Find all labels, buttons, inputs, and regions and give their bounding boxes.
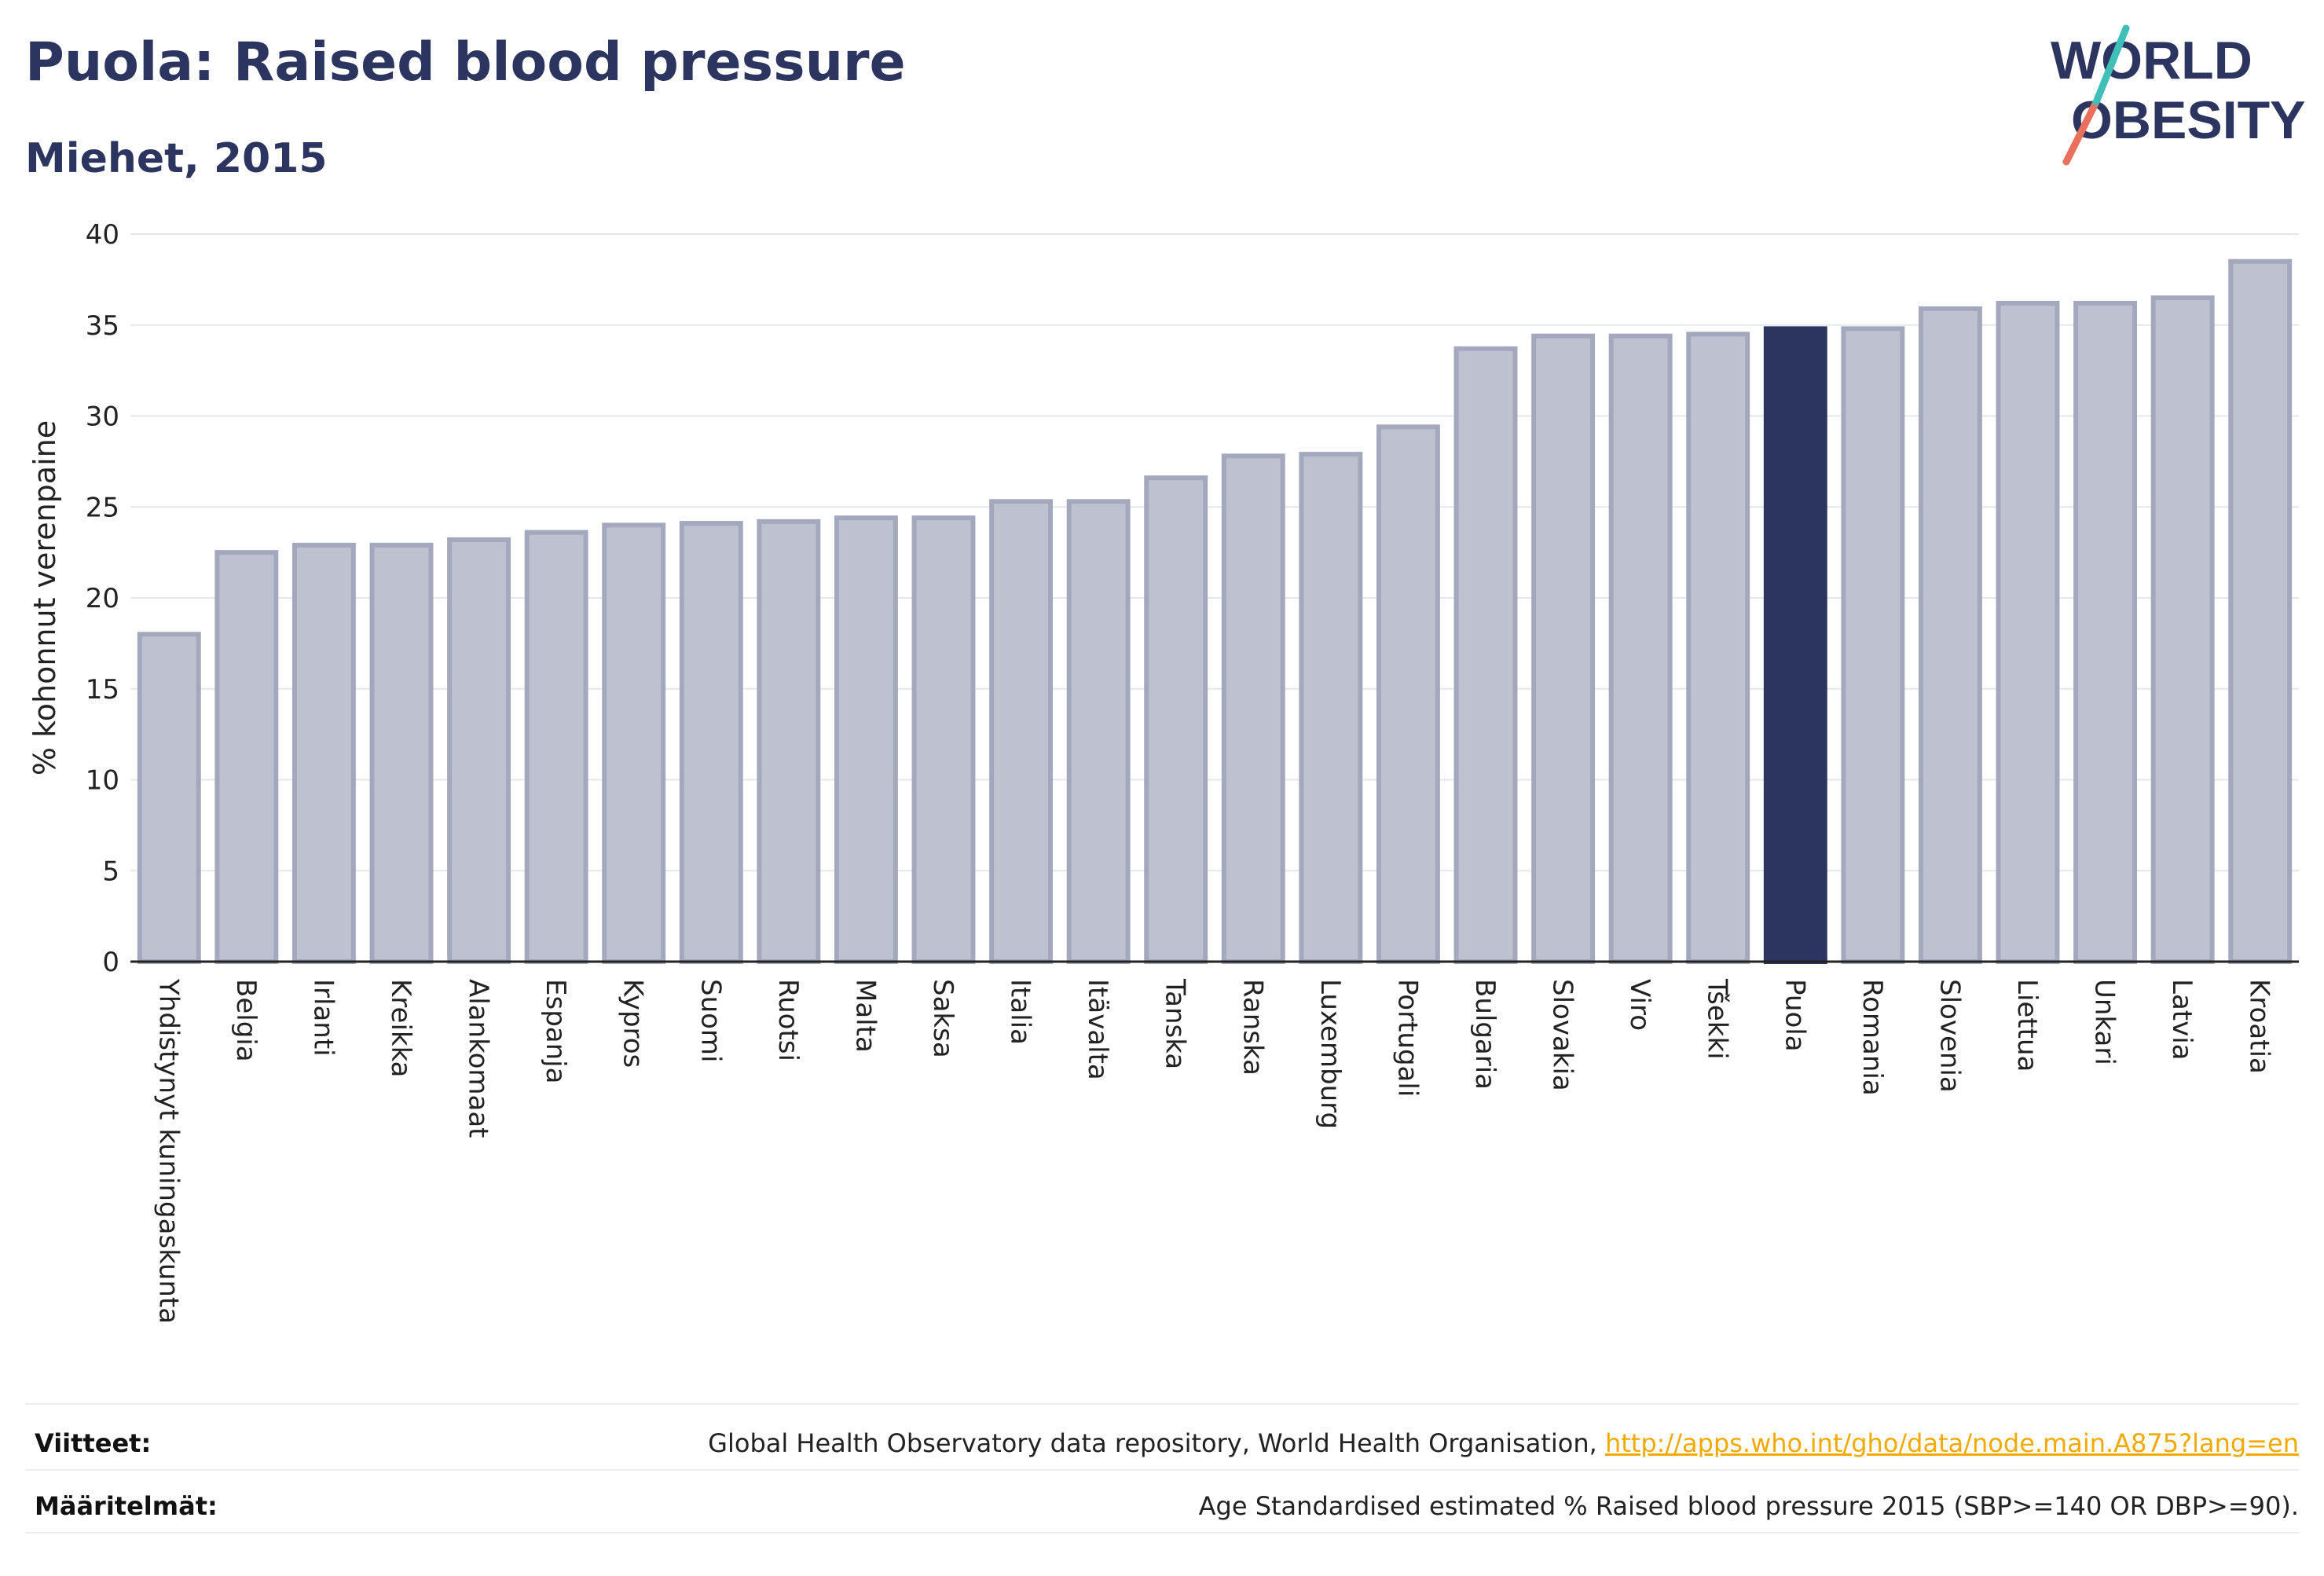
x-tick-label: Suomi — [695, 979, 726, 1063]
bar-suomi — [679, 521, 743, 964]
bar-romania — [1841, 326, 1905, 964]
x-tick-label: Kroatia — [2244, 979, 2275, 1074]
x-tick-label: Kreikka — [385, 979, 416, 1078]
x-tick-label: Luxemburg — [1314, 979, 1346, 1129]
x-tick-label: Kypros — [618, 979, 649, 1068]
bar-unkari — [2073, 300, 2138, 965]
x-tick-label: Espanja — [540, 979, 571, 1083]
y-tick-label: 10 — [86, 765, 119, 797]
x-tick-label: Slovenia — [1934, 979, 1965, 1093]
x-tick-label: Puola — [1779, 979, 1810, 1052]
footer-divider-middle — [25, 1469, 2299, 1471]
x-tick-label: Bulgaria — [1469, 979, 1501, 1090]
chart-title: Puola: Raised blood pressure — [25, 31, 906, 93]
logo-slash-teal — [2092, 24, 2130, 106]
bar-puola — [1763, 326, 1827, 964]
bar-liettua — [1996, 300, 2060, 965]
x-tick-label: Latvia — [2166, 979, 2198, 1061]
bar-kroatia — [2228, 258, 2293, 965]
definitions-text: Age Standardised estimated % Raised bloo… — [1198, 1491, 2299, 1521]
y-tick-label: 40 — [86, 219, 119, 251]
x-tick-label: Alankomaat — [463, 979, 494, 1138]
references-source: Global Health Observatory data repositor… — [708, 1428, 1605, 1458]
x-tick-label: Itävalta — [1082, 979, 1113, 1080]
x-tick-label: Yhdistynyt kuningaskunta — [152, 978, 184, 1324]
x-tick-label: Irlanti — [307, 979, 339, 1057]
x-tick-label: Unkari — [2089, 979, 2121, 1065]
bar-kreikka — [369, 542, 434, 964]
bar-belgia — [214, 550, 279, 964]
y-axis-label: % kohonnut verenpaine — [27, 420, 62, 775]
bar-ranska — [1221, 453, 1285, 964]
bar-bulgaria — [1453, 346, 1518, 965]
bar-irlanti — [291, 542, 356, 964]
x-tick-label: Tšekki — [1702, 978, 1733, 1060]
y-tick-label: 30 — [86, 401, 119, 433]
x-tick-label: Belgia — [230, 979, 262, 1062]
bar-itävalta — [1066, 499, 1131, 964]
bar-saksa — [911, 515, 976, 964]
y-tick-label: 25 — [86, 492, 119, 523]
x-tick-label: Liettua — [2011, 979, 2043, 1072]
references-label: Viitteet: — [35, 1428, 152, 1458]
references-link[interactable]: http://apps.who.int/gho/data/node.main.A… — [1604, 1428, 2299, 1458]
bar-slovenia — [1918, 306, 1982, 965]
x-tick-label: Slovakia — [1547, 979, 1578, 1091]
references-text: Global Health Observatory data repositor… — [708, 1428, 2299, 1458]
x-tick-label: Portugali — [1391, 979, 1423, 1097]
bar-ruotsi — [757, 519, 821, 964]
bar-tšekki — [1686, 332, 1750, 964]
y-tick-label: 20 — [86, 583, 119, 614]
y-tick-label: 35 — [86, 310, 119, 342]
y-tick-labels: 0 5 10 15 20 25 30 35 40 — [86, 219, 119, 978]
logo-line2: OBESITY — [2071, 90, 2306, 150]
definitions-label: Määritelmät: — [35, 1491, 218, 1521]
x-tick-label: Italia — [1005, 979, 1036, 1045]
footer-divider-top — [25, 1403, 2299, 1405]
x-tick-label: Viro — [1624, 979, 1655, 1031]
logo-slash-red — [2062, 98, 2100, 166]
x-tick-label: Malta — [849, 979, 881, 1053]
logo-line1: WORLD — [2051, 31, 2253, 90]
bar-alankomaat — [447, 537, 511, 964]
bar-italia — [989, 499, 1054, 964]
bar-luxemburg — [1299, 452, 1363, 964]
bars — [137, 258, 2293, 965]
y-tick-label: 0 — [102, 947, 119, 978]
bar-portugali — [1376, 424, 1440, 964]
bar-espanja — [524, 530, 588, 964]
x-tick-label: Ranska — [1237, 979, 1268, 1076]
bar-viro — [1608, 333, 1673, 964]
bar-yhdistynyt-kuningaskunta — [137, 632, 201, 964]
y-tick-label: 5 — [102, 856, 119, 887]
bar-slovakia — [1531, 333, 1596, 964]
x-tick-label: Tanska — [1160, 978, 1191, 1069]
x-tick-label: Ruotsi — [772, 979, 804, 1061]
y-tick-label: 15 — [86, 674, 119, 706]
chart-subtitle: Miehet, 2015 — [25, 135, 328, 182]
x-tick-label: Romania — [1857, 979, 1888, 1096]
bar-kypros — [602, 522, 666, 964]
bar-chart: 0 5 10 15 20 25 30 35 40 Yhdistynyt kuningaskunt… — [27, 219, 2299, 1324]
footer-divider-bottom — [25, 1532, 2299, 1534]
bar-tanska — [1144, 475, 1208, 964]
bar-malta — [834, 515, 898, 964]
x-tick-labels: Yhdistynyt kuningaskunta Belgia Irlanti Kre… — [152, 978, 2275, 1324]
bar-latvia — [2150, 295, 2215, 964]
x-tick-label: Saksa — [927, 979, 959, 1058]
world-obesity-logo: WORLD OBESITY — [2051, 24, 2306, 166]
